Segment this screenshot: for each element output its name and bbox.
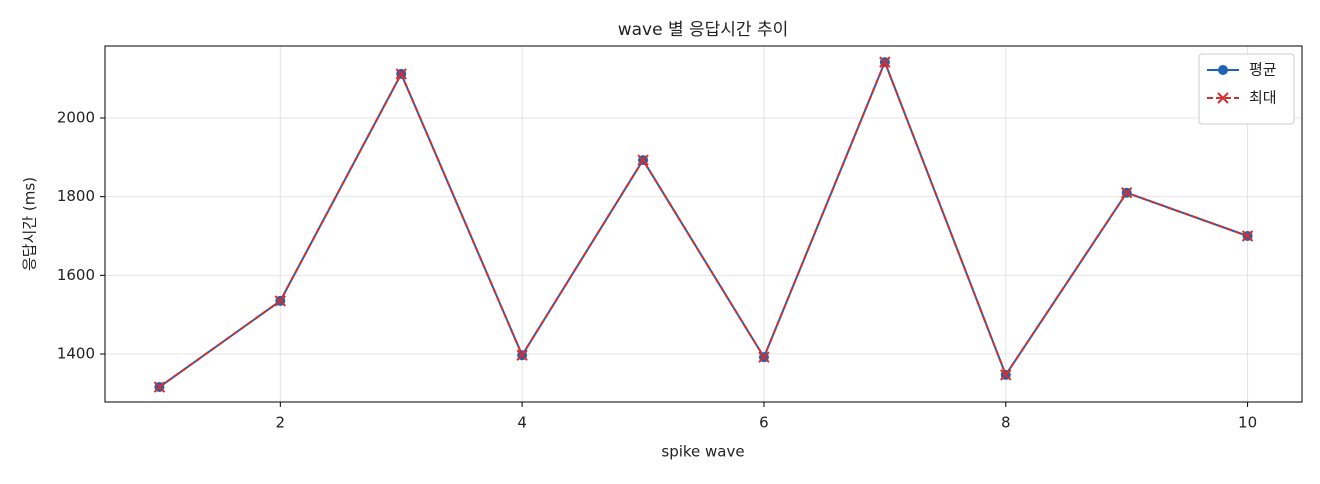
x-tick-label: 6 — [759, 414, 769, 432]
y-axis-label: 응답시간 (ms) — [21, 177, 39, 271]
y-tick-label: 2000 — [57, 108, 95, 126]
x-axis-label: spike wave — [661, 443, 744, 461]
marker — [274, 295, 287, 307]
legend-label: 최대 — [1249, 89, 1277, 107]
marker — [516, 349, 528, 361]
legend-box — [1198, 53, 1295, 125]
chart-title: wave 별 응답시간 추이 — [618, 20, 789, 40]
legend-marker — [1218, 65, 1228, 75]
legend-label: 평균 — [1249, 61, 1277, 79]
marker — [395, 68, 407, 80]
y-tick-label: 1400 — [57, 345, 95, 363]
y-tick-label: 1800 — [57, 187, 95, 205]
series-line — [158, 59, 1248, 388]
marker — [637, 154, 649, 166]
y-tick-label: 1600 — [57, 266, 95, 284]
x-tick-label: 10 — [1238, 414, 1257, 432]
plot-frame — [104, 45, 1303, 403]
marker — [1000, 369, 1012, 381]
marker — [1120, 187, 1133, 199]
x-tick-label: 8 — [1001, 414, 1011, 432]
marker — [1241, 230, 1254, 242]
marker — [758, 351, 770, 363]
x-tick-label: 2 — [276, 414, 286, 432]
x-tick-label: 4 — [517, 414, 527, 432]
legend-marker — [1217, 92, 1229, 104]
marker — [879, 56, 891, 68]
marker — [153, 381, 166, 393]
